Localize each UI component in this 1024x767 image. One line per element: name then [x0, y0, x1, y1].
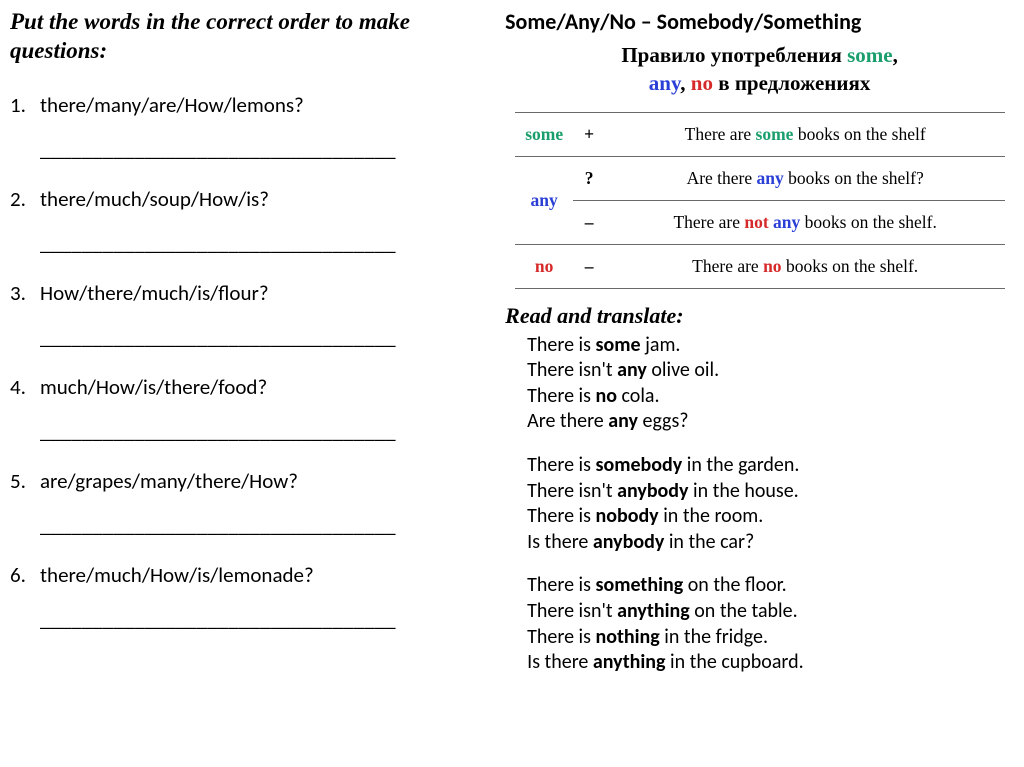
rule-example: There are no books on the shelf.	[605, 244, 1005, 288]
read-translate-heading: Read and translate:	[505, 303, 1014, 329]
rule-word: no	[515, 244, 573, 288]
question-number: 3.	[10, 280, 40, 306]
question-text: are/grapes/many/there/How?	[40, 468, 487, 494]
rule-comma-1: ,	[893, 43, 898, 67]
example-sentence: There is somebody in the garden.	[527, 453, 1014, 479]
question-item: 1.there/many/are/How/lemons? ____________…	[10, 92, 487, 162]
question-text: there/much/How/is/lemonade?	[40, 562, 487, 588]
right-column: Some/Any/No – Somebody/Something Правило…	[505, 8, 1014, 759]
example-sentence: Is there anything in the cupboard.	[527, 650, 1014, 676]
question-text: there/many/are/How/lemons?	[40, 92, 487, 118]
rule-title: Правило употребления some, any, no в пре…	[505, 41, 1014, 98]
rule-sign: ?	[573, 156, 605, 200]
example-sentence: There is some jam.	[527, 333, 1014, 359]
answer-blank: __________________________________	[40, 324, 487, 350]
question-item: 3.How/there/much/is/flour? ______________…	[10, 280, 487, 350]
rule-sign: +	[573, 112, 605, 156]
rule-word-any: any	[649, 71, 681, 95]
left-column: Put the words in the correct order to ma…	[10, 8, 505, 759]
question-number: 6.	[10, 562, 40, 588]
sentence-block-2: There is somebody in the garden.There is…	[505, 453, 1014, 555]
rule-word-some: some	[847, 43, 893, 67]
question-number: 1.	[10, 92, 40, 118]
example-sentence: There is something on the floor.	[527, 573, 1014, 599]
answer-blank: __________________________________	[40, 230, 487, 256]
worksheet-page: Put the words in the correct order to ma…	[0, 0, 1024, 767]
rule-example: Are there any books on the shelf?	[605, 156, 1005, 200]
example-sentence: Are there any eggs?	[527, 409, 1014, 435]
example-sentence: There is nothing in the fridge.	[527, 625, 1014, 651]
rule-example: There are not any books on the shelf.	[605, 200, 1005, 244]
answer-blank: __________________________________	[40, 512, 487, 538]
question-item: 6.there/much/How/is/lemonade? ___________…	[10, 562, 487, 632]
rule-text-2: в предложениях	[713, 71, 870, 95]
sentence-block-3: There is something on the floor.There is…	[505, 573, 1014, 675]
rule-word: any	[515, 156, 573, 244]
rule-comma-2: ,	[680, 71, 691, 95]
example-sentence: There isn't anything on the table.	[527, 599, 1014, 625]
question-item: 5.are/grapes/many/there/How? ____________…	[10, 468, 487, 538]
right-heading: Some/Any/No – Somebody/Something	[505, 8, 1014, 35]
sentence-block-1: There is some jam.There isn't any olive …	[505, 333, 1014, 435]
answer-blank: __________________________________	[40, 136, 487, 162]
rule-text-1: Правило употребления	[621, 43, 847, 67]
question-number: 5.	[10, 468, 40, 494]
example-sentence: Is there anybody in the car?	[527, 530, 1014, 556]
question-text: much/How/is/there/food?	[40, 374, 487, 400]
question-item: 4.much/How/is/there/food? _______________…	[10, 374, 487, 444]
rule-example: There are some books on the shelf	[605, 112, 1005, 156]
rule-sign: –	[573, 244, 605, 288]
left-heading: Put the words in the correct order to ma…	[10, 8, 487, 66]
question-item: 2.there/much/soup/How/is? _______________…	[10, 186, 487, 256]
answer-blank: __________________________________	[40, 418, 487, 444]
question-list: 1.there/many/are/How/lemons? ____________…	[10, 92, 487, 632]
question-text: How/there/much/is/flour?	[40, 280, 487, 306]
example-sentence: There isn't any olive oil.	[527, 358, 1014, 384]
rule-word: some	[515, 112, 573, 156]
question-text: there/much/soup/How/is?	[40, 186, 487, 212]
example-sentence: There isn't anybody in the house.	[527, 479, 1014, 505]
rule-sign: –	[573, 200, 605, 244]
question-number: 2.	[10, 186, 40, 212]
question-number: 4.	[10, 374, 40, 400]
example-sentence: There is no cola.	[527, 384, 1014, 410]
rule-table: some+There are some books on the shelf an…	[515, 112, 1005, 289]
answer-blank: __________________________________	[40, 606, 487, 632]
rule-word-no: no	[691, 71, 713, 95]
example-sentence: There is nobody in the room.	[527, 504, 1014, 530]
